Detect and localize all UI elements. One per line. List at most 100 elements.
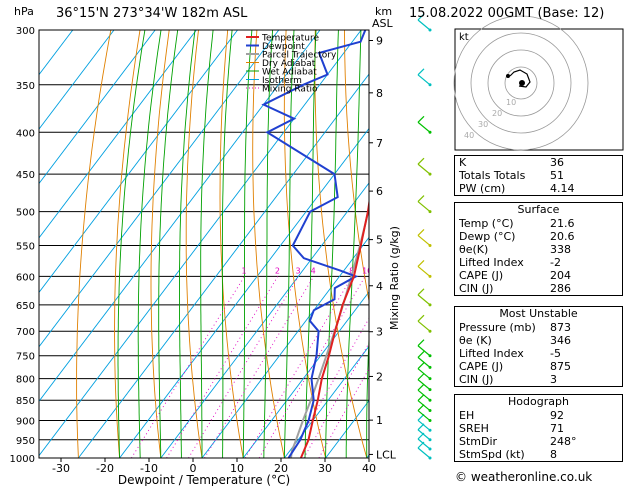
dry-adiabat-line [150,30,170,458]
pressure-tick-label: 750 [16,352,35,363]
wind-barb [417,356,431,368]
table-row: Lifted Index -2 [455,256,622,269]
footer-credit: © weatheronline.co.uk [455,470,593,484]
wind-barb-flag [417,68,425,76]
wind-barb [417,345,431,357]
row-label: EH [459,409,475,422]
pw-value: 4.14 [550,182,575,195]
wind-barb [417,121,431,133]
table-title: Most Unstable [499,307,578,320]
hodograph-trace [509,69,531,88]
mixing-ratio-line [258,276,366,458]
tt-label: Totals Totals [459,169,526,182]
mixing-ratio-axis-label: Mixing Ratio (g/kg) [388,226,401,330]
wind-barb-dot [428,329,432,333]
temperature-tick-label: 20 [274,462,288,475]
wind-barb-dot [428,438,432,442]
mixing-ratio-label: 4 [311,266,316,275]
dry-adiabat-line [76,30,112,458]
pressure-tick-label: 300 [16,26,35,37]
km-tick-label: 3 [376,326,383,339]
wind-barb-dot [428,388,432,392]
k-value: 36 [550,156,564,169]
row-label: Lifted Index [459,347,524,360]
mixing-ratio-label: 8 [349,266,354,275]
series-dewpoint [261,30,367,458]
wind-barb [417,429,431,441]
km-tick-label: LCL [376,448,397,461]
hodograph-ring [470,32,572,134]
row-label: CAPE (J) [459,360,504,373]
table-row: EH 92 [455,409,622,422]
hodograph-table: Hodograph EH 92 SREH 71 StmDir 248° StmSpd (kt)… [454,394,623,462]
legend-label: Dry Adiabat [262,59,316,69]
km-tick-label: 7 [376,137,383,150]
row-label: CIN (J) [459,373,494,386]
row-label: CIN (J) [459,282,494,295]
mixing-ratio-line [244,276,353,458]
hodograph-ring-label: 20 [492,109,502,118]
row-value: 21.6 [550,217,575,230]
row-value: 92 [550,409,564,422]
isotherm-line [39,30,238,294]
wind-barb-dot [428,365,432,369]
wind-barb-dot [428,447,432,451]
wind-barb-flag [417,339,425,347]
row-label: Dewp (°C) [459,230,516,243]
wind-barb [417,379,431,391]
wind-barb-flag [417,13,425,21]
wet-adiabat-line [117,30,146,458]
mixing-ratio-line [188,276,299,458]
isotherm-line [39,30,197,239]
wind-barb-flag [417,383,425,391]
dry-adiabat-line [344,30,369,304]
km-tick-label: 1 [376,414,383,427]
dry-adiabat-line [252,30,285,458]
row-value: 346 [550,334,571,347]
wind-barb-dot [428,83,432,87]
table-row: CIN (J) 286 [455,282,622,295]
dry-adiabat-line [219,30,244,458]
x-axis-label: Dewpoint / Temperature (°C) [118,473,290,486]
row-label: StmDir [459,435,498,448]
wind-barbs [417,13,432,460]
wind-barb-flag [417,229,425,236]
hodograph-point [506,74,510,78]
row-value: 875 [550,360,571,373]
wind-barb [417,265,431,277]
temperature-tick-label: 10 [230,462,244,475]
isotherm-line [39,30,156,185]
row-value: 338 [550,243,571,256]
pressure-tick-label: 950 [16,436,35,447]
wind-barb-dot [428,210,432,214]
row-value: 20.6 [550,230,575,243]
wind-barb-dot [428,354,432,358]
temperature-tick-label: -10 [140,462,158,475]
table-title: Hodograph [508,395,569,408]
wind-barb [417,294,431,306]
right-unit-asl: ASL [372,17,393,30]
row-label: CAPE (J) [459,269,504,282]
legend-label: Dewpoint [262,42,305,52]
pressure-tick-label: 550 [16,241,35,252]
mixing-ratio-line [303,342,369,458]
wind-barb-dot [428,377,432,381]
wind-barb-dot [428,428,432,432]
wind-barb [417,389,431,401]
dry-adiabat-line [283,30,327,458]
row-value: 204 [550,269,571,282]
skewt-axes: 3003504004505005506006507007508008509009… [10,26,401,486]
pressure-tick-label: 350 [16,81,35,92]
pressure-tick-label: 850 [16,396,35,407]
temperature-tick-label: 40 [362,462,376,475]
plot-frame [38,29,370,459]
header-datetime: 15.08.2022 00GMT (Base: 12) [409,6,605,21]
wind-barb-dot [428,243,432,247]
table-row: Pressure (mb) 873 [455,321,622,334]
isotherm-line [242,291,369,458]
table-row: StmSpd (kt) 8 [455,448,622,461]
wind-barb [417,201,431,213]
table-row: StmDir 248° [455,435,622,448]
pressure-tick-label: 1000 [10,454,35,465]
indices-table: K 36 Totals Totals 51 PW (cm) 4.14 [454,155,623,196]
